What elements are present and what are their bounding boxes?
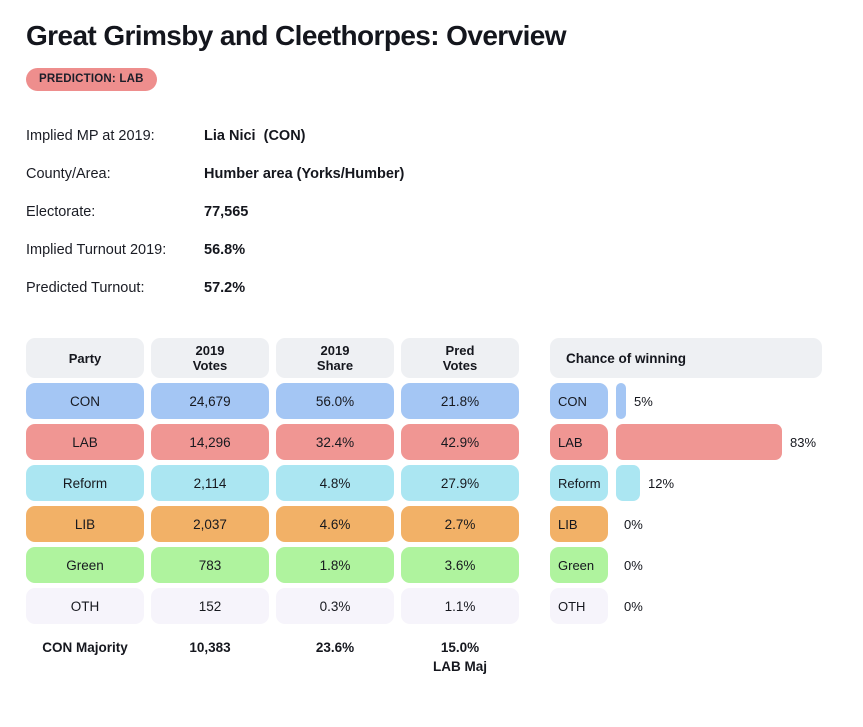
results-table: Party 2019 Votes 2019 Share Pred Votes C… (26, 338, 519, 676)
constituency-info: Implied MP at 2019: Lia Nici (CON) Count… (26, 126, 863, 298)
chance-of-winning-section: Chance of winning CON 5% LAB 83% Reform … (550, 338, 822, 624)
info-row-implied-turnout: Implied Turnout 2019: 56.8% (26, 240, 863, 260)
info-value: 77,565 (204, 204, 249, 220)
chance-of-winning-title: Chance of winning (550, 338, 822, 378)
header-line: 2019 (320, 343, 350, 358)
chance-value: 12% (648, 475, 675, 491)
chance-row-green: Green 0% (550, 547, 822, 583)
main-content: Party 2019 Votes 2019 Share Pred Votes C… (26, 338, 863, 676)
header-line: Party (68, 350, 102, 366)
info-label: Implied MP at 2019: (26, 128, 155, 144)
share-2019-cell: 4.6% (276, 506, 394, 542)
chance-row-reform: Reform 12% (550, 465, 822, 501)
majority-label: CON Majority (26, 629, 144, 676)
party-cell: OTH (26, 588, 144, 624)
info-value: Lia Nici (CON) (204, 128, 306, 144)
party-cell: LIB (26, 506, 144, 542)
prediction-badge: PREDICTION: LAB (26, 68, 157, 91)
info-label: Electorate: (26, 204, 96, 220)
chance-party-cell: CON (550, 383, 608, 419)
chance-value: 0% (624, 598, 643, 614)
votes-2019-cell: 783 (151, 547, 269, 583)
info-value: 56.8% (204, 242, 246, 258)
share-2019-cell: 0.3% (276, 588, 394, 624)
party-cell: CON (26, 383, 144, 419)
pred-votes-cell: 27.9% (401, 465, 519, 501)
votes-2019-cell: 152 (151, 588, 269, 624)
info-value: 57.2% (204, 280, 246, 296)
table-header-2019-share: 2019 Share (276, 338, 394, 378)
chance-bar (616, 424, 782, 460)
share-2019-cell: 1.8% (276, 547, 394, 583)
party-cell: Green (26, 547, 144, 583)
share-2019-cell: 56.0% (276, 383, 394, 419)
header-line: Votes (192, 358, 228, 373)
page: Great Grimsby and Cleethorpes: Overview … (0, 21, 863, 727)
header-line: Votes (442, 358, 478, 373)
votes-2019-cell: 14,296 (151, 424, 269, 460)
chance-bar (616, 383, 626, 419)
table-header-pred-votes: Pred Votes (401, 338, 519, 378)
info-row-predicted-turnout: Predicted Turnout: 57.2% (26, 278, 863, 298)
chance-value: 0% (624, 516, 643, 532)
majority-text: CON Majority (42, 640, 128, 655)
pred-votes-cell: 21.8% (401, 383, 519, 419)
info-row-electorate: Electorate: 77,565 (26, 202, 863, 222)
chance-row-lib: LIB 0% (550, 506, 822, 542)
majority-text: 10,383 (189, 640, 231, 655)
info-label: Predicted Turnout: (26, 280, 145, 296)
info-row-county-area: County/Area: Humber area (Yorks/Humber) (26, 164, 863, 184)
share-2019-cell: 32.4% (276, 424, 394, 460)
header-line: 2019 (195, 343, 225, 358)
pred-votes-cell: 1.1% (401, 588, 519, 624)
party-cell: Reform (26, 465, 144, 501)
votes-2019-cell: 2,037 (151, 506, 269, 542)
pred-votes-cell: 42.9% (401, 424, 519, 460)
party-cell: LAB (26, 424, 144, 460)
majority-pred: 15.0% LAB Maj (401, 629, 519, 676)
pred-votes-cell: 2.7% (401, 506, 519, 542)
majority-text: 15.0% (440, 640, 480, 655)
votes-2019-cell: 2,114 (151, 465, 269, 501)
chance-row-lab: LAB 83% (550, 424, 822, 460)
majority-votes: 10,383 (151, 629, 269, 676)
majority-text: 23.6% (315, 640, 355, 655)
table-header-party: Party (26, 338, 144, 378)
chance-party-cell: LIB (550, 506, 608, 542)
table-header-2019-votes: 2019 Votes (151, 338, 269, 378)
info-label: County/Area: (26, 166, 111, 182)
share-2019-cell: 4.8% (276, 465, 394, 501)
votes-2019-cell: 24,679 (151, 383, 269, 419)
chance-party-cell: Reform (550, 465, 608, 501)
info-label: Implied Turnout 2019: (26, 242, 167, 258)
chance-bar (616, 465, 640, 501)
page-title: Great Grimsby and Cleethorpes: Overview (26, 20, 567, 51)
chance-row-con: CON 5% (550, 383, 822, 419)
chance-value: 83% (790, 434, 817, 450)
chance-value: 5% (634, 393, 653, 409)
chance-party-cell: LAB (550, 424, 608, 460)
chance-party-cell: Green (550, 547, 608, 583)
majority-share: 23.6% (276, 629, 394, 676)
info-value: Humber area (Yorks/Humber) (204, 166, 405, 182)
majority-subtext: LAB Maj (433, 659, 487, 674)
pred-votes-cell: 3.6% (401, 547, 519, 583)
chance-value: 0% (624, 557, 643, 573)
header-line: Share (316, 358, 354, 373)
header-line: Pred (445, 343, 475, 358)
info-row-implied-mp: Implied MP at 2019: Lia Nici (CON) (26, 126, 863, 146)
chance-party-cell: OTH (550, 588, 608, 624)
chance-row-oth: OTH 0% (550, 588, 822, 624)
